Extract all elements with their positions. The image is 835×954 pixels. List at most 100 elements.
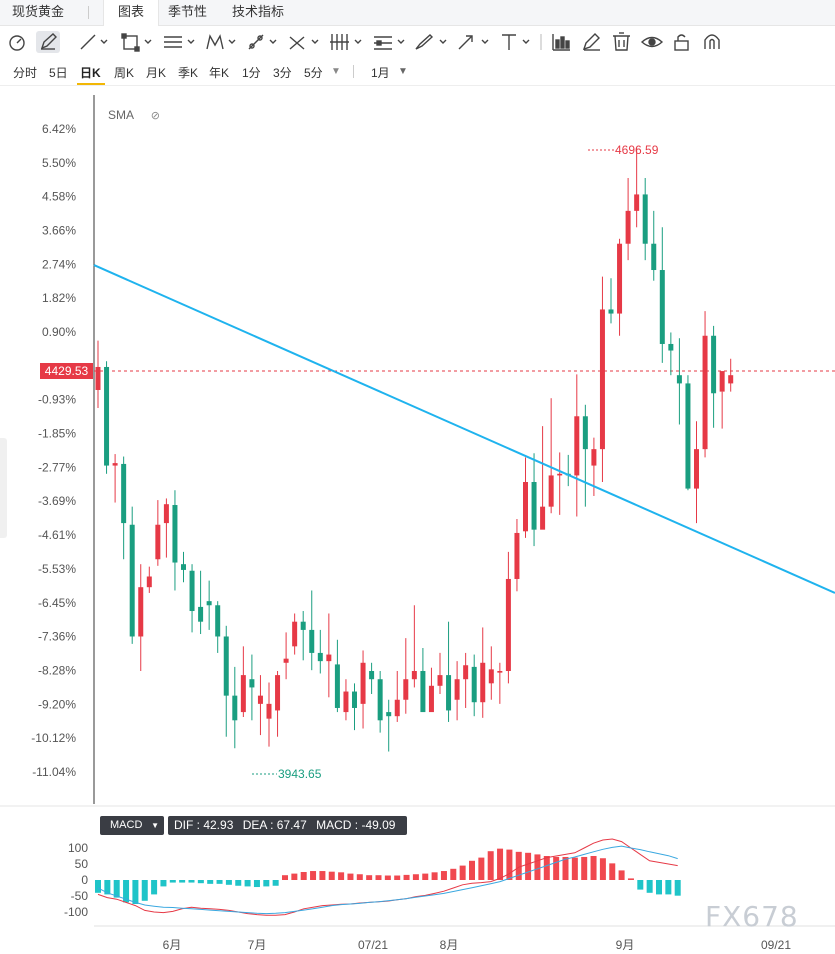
x-tick-label: 8月 [440,938,459,952]
candle-body [446,675,452,711]
period-monthly[interactable]: 月K [146,66,167,80]
period-intraday[interactable]: 分时 [13,66,38,80]
bar-chart-icon[interactable] [552,34,570,51]
magnet-icon[interactable] [704,34,720,49]
fib-caret-icon[interactable] [311,39,319,44]
macd-dea-value: DEA : 67.47 [242,818,307,832]
candle-body [138,587,144,637]
period-5day[interactable]: 5日 [49,66,68,80]
macd-tick-label: 0 [81,873,88,887]
y-tick-label: 1.82% [42,291,76,305]
macd-histogram [95,848,681,904]
brush-icon[interactable] [415,34,434,50]
period-bar: 分时 5日 日K 周K 月K 季K 年K 1分 3分 5分 ▼ 1月 ▼ [0,58,835,86]
macd-bar [272,880,279,886]
pen-icon[interactable] [40,33,57,50]
tab-product[interactable]: 现货黄金 [12,4,65,19]
period-quarterly[interactable]: 季K [178,66,199,80]
period-5min[interactable]: 5分 [304,66,323,80]
macd-tick-label: -100 [64,905,88,919]
macd-bar [113,880,120,898]
macd-dea-line [97,845,678,915]
macd-bar [487,851,494,880]
candle-body [574,416,580,476]
y-tick-label: -11.04% [32,765,76,779]
fork-icon[interactable] [248,34,264,50]
bars-caret-icon[interactable] [354,39,362,44]
eye-hidden-icon[interactable]: ⊘ [150,110,160,122]
trendline[interactable] [93,264,835,594]
macd-bar [590,856,597,880]
period-more-caret-icon[interactable]: ▼ [331,66,341,77]
text-icon[interactable] [502,34,516,50]
period-1month[interactable]: 1月 [371,66,390,80]
macd-bar [197,880,204,884]
side-collapse-tab[interactable] [0,438,7,538]
parallel-lines-icon[interactable] [164,36,182,48]
candle-body [617,243,623,314]
candle-body [309,629,315,653]
x-tick-label: 09/21 [761,938,791,952]
y-axis-ticks: 6.42% 5.50% 4.58% 3.66% 2.74% 1.82% 0.90% -0.93… [31,122,76,779]
month-caret-icon[interactable]: ▼ [398,66,408,77]
eye-icon[interactable] [640,36,664,48]
macd-bar [599,858,606,880]
fib-icon[interactable] [289,36,305,50]
tab-indicators[interactable]: 技术指标 [232,4,285,19]
parallel-caret-icon[interactable] [187,39,195,44]
macd-values: DIF : 42.93 DEA : 67.47 MACD : -49.09 [168,816,408,835]
macd-bar [422,873,429,880]
macd-bar [179,880,186,883]
tab-seasonal[interactable]: 季节性 [168,4,208,19]
y-tick-label: 3.66% [42,224,76,238]
arrow-icon[interactable] [458,35,473,50]
arrow-caret-icon[interactable] [481,39,489,44]
period-1min[interactable]: 1分 [242,66,261,80]
fork-caret-icon[interactable] [269,39,277,44]
macd-bar [450,868,457,880]
pencil-icon[interactable] [582,33,600,51]
trash-icon[interactable] [613,32,630,51]
macd-bar [646,880,653,893]
brush-caret-icon[interactable] [439,39,447,44]
macd-bar [394,875,401,880]
macd-tick-label: 100 [68,841,88,855]
bars-icon[interactable] [330,34,349,50]
lock-icon[interactable] [674,34,689,51]
text-caret-icon[interactable] [522,39,530,44]
macd-bar [141,880,148,901]
period-separator [353,65,354,78]
macd-select-label: MACD [110,819,143,831]
measure-caret-icon[interactable] [397,39,405,44]
pattern-icon[interactable] [206,34,224,50]
macd-bar [188,880,195,883]
candle-body [121,463,127,524]
period-daily[interactable]: 日K [80,66,101,80]
macd-bar [216,880,223,884]
measure-icon[interactable] [374,36,392,50]
candle-body [266,703,272,719]
x-tick-label: 7月 [248,938,267,952]
macd-bar [300,872,307,880]
rect-caret-icon[interactable] [144,39,152,44]
candle-body [386,712,392,717]
line-caret-icon[interactable] [100,39,108,44]
macd-bar [609,863,616,880]
candle-body [437,675,443,686]
candle-body [599,309,605,450]
line-icon[interactable] [80,34,96,50]
period-3min[interactable]: 3分 [273,66,292,80]
macd-bar [618,870,625,880]
candle-body [540,506,546,530]
macd-bar [665,880,672,895]
x-tick-label: 07/21 [358,938,388,952]
tab-chart[interactable]: 图表 [103,0,160,26]
gauge-icon[interactable] [9,35,25,51]
pattern-caret-icon[interactable] [228,39,236,44]
period-yearly[interactable]: 年K [209,66,230,80]
rect-icon[interactable] [121,33,140,52]
macd-indicator-select[interactable]: MACD ▼ [100,816,164,835]
candle-body [514,532,520,579]
period-weekly[interactable]: 周K [114,66,135,80]
